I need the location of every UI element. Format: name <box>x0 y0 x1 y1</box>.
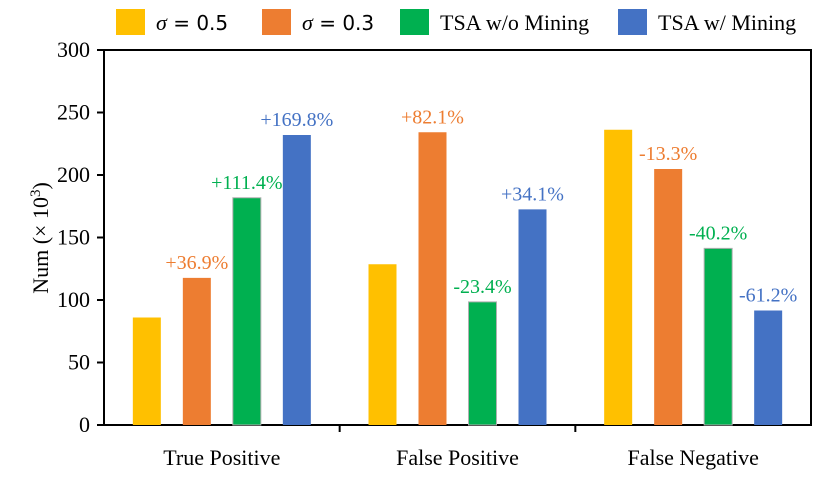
bar <box>754 310 783 425</box>
y-tick-label: 100 <box>57 287 90 312</box>
bar <box>232 197 262 426</box>
y-label-suffix: ) <box>28 182 53 189</box>
bar <box>518 209 547 425</box>
x-tick-label: False Positive <box>396 445 519 470</box>
legend-value: = 0.5 <box>167 11 228 35</box>
legend-swatch <box>262 9 291 35</box>
bar <box>282 135 311 425</box>
sigma-symbol: σ <box>156 10 168 35</box>
data-label: +82.1% <box>401 106 464 128</box>
plot-area: +36.9% +111.4% +169.8% +82.1% -23.4% +34.1% -1… <box>103 49 812 426</box>
legend-label: σ = 0.3 <box>302 10 374 35</box>
legend-label: σ = 0.5 <box>156 10 228 35</box>
data-label: +169.8% <box>260 109 333 131</box>
legend-item: σ = 0.3 <box>262 9 374 35</box>
y-tick-label: 0 <box>79 412 90 437</box>
x-axis: True Positive False Positive False Negativ… <box>163 425 759 470</box>
bar <box>182 277 211 425</box>
legend-label: TSA w/ Mining <box>658 10 796 35</box>
y-tick-label: 200 <box>57 162 90 187</box>
data-label: -23.4% <box>453 276 511 298</box>
x-tick-label: False Negative <box>627 445 758 470</box>
legend-item: TSA w/ Mining <box>618 9 796 35</box>
legend-swatch <box>618 9 647 35</box>
y-tick-label: 150 <box>57 225 90 250</box>
data-label: -13.3% <box>639 143 697 165</box>
x-tick-label: True Positive <box>163 445 280 470</box>
bar <box>132 317 161 425</box>
data-label: +36.9% <box>165 252 228 274</box>
y-axis: 0 50 100 150 200 250 300 <box>57 37 104 437</box>
legend-swatch <box>116 9 145 35</box>
y-tick-label: 250 <box>57 100 90 125</box>
legend-label: TSA w/o Mining <box>440 10 589 35</box>
bar <box>703 247 733 426</box>
legend-item: TSA w/o Mining <box>400 9 589 35</box>
data-label: -61.2% <box>739 285 797 307</box>
bar <box>368 264 397 425</box>
legend-value: = 0.3 <box>313 11 374 35</box>
bar <box>468 301 497 426</box>
bar <box>418 132 447 425</box>
data-label: -40.2% <box>689 222 747 244</box>
legend-swatch <box>400 9 429 35</box>
legend-item: σ = 0.5 <box>116 9 228 35</box>
bar <box>654 169 683 425</box>
y-axis-label: Num (× 103) <box>28 182 53 294</box>
y-label-superscript: 3 <box>28 190 44 198</box>
y-tick-label: 300 <box>57 37 90 62</box>
bar <box>604 129 633 425</box>
legend: σ = 0.5 σ = 0.3 TSA w/o Mining TSA w/ Minin… <box>116 9 796 35</box>
data-label: +111.4% <box>211 172 282 194</box>
sigma-symbol: σ <box>302 10 314 35</box>
y-tick-label: 50 <box>68 350 90 375</box>
data-label: +34.1% <box>501 183 564 205</box>
y-label-text: Num (× 10 <box>28 197 53 294</box>
